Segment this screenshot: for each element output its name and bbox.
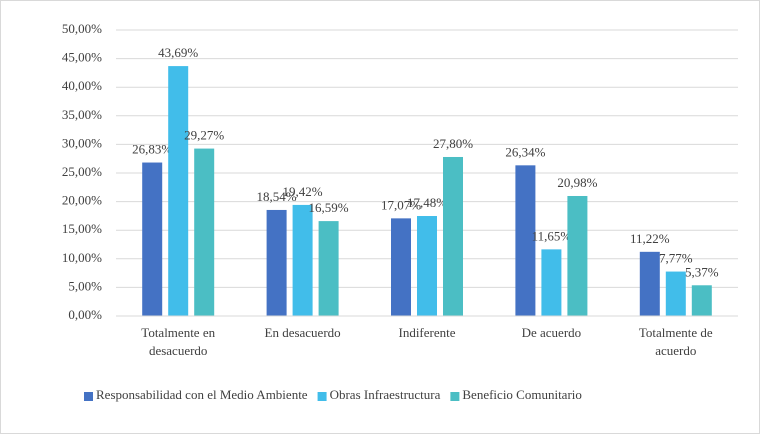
y-tick-label: 45,00% [62,50,102,65]
y-tick-label: 25,00% [62,164,102,179]
bar [318,221,339,316]
data-label: 18,54% [257,189,297,204]
y-tick-label: 35,00% [62,107,102,122]
bar [168,66,189,316]
data-label: 26,34% [505,144,545,159]
bar [515,165,536,316]
bar [639,251,660,316]
bar [567,195,588,316]
bar [443,156,463,316]
y-tick-label: 50,00% [62,21,102,36]
data-label: 19,42% [283,184,323,199]
data-label: 11,22% [630,231,670,246]
bar [194,148,215,316]
legend-swatch [317,392,327,401]
x-tick-label: Indiferente [398,325,455,340]
data-label: 17,48% [407,195,447,210]
bar [691,285,712,316]
bar [417,216,437,316]
bar [266,209,287,316]
bar [665,271,686,316]
bar [391,218,411,316]
data-label: 5,37% [685,264,719,279]
data-label: 29,27% [184,128,224,143]
data-label: 26,83% [132,142,172,157]
y-tick-label: 0,00% [68,307,102,322]
data-label: 7,77% [659,251,693,266]
bar [292,204,313,316]
data-label: 11,65% [532,228,572,243]
legend-label: Responsabilidad con el Medio Ambiente [96,387,308,402]
x-tick-label: Totalmente de acuerdo [639,325,713,358]
y-tick-label: 5,00% [68,278,102,293]
bar [142,162,163,316]
x-tick-label: De acuerdo [522,325,582,340]
y-tick-label: 30,00% [62,135,102,150]
x-tick-label: Totalmente en desacuerdo [141,325,215,358]
y-tick-label: 40,00% [62,78,102,93]
y-tick-label: 15,00% [62,221,102,236]
data-label: 17,07% [381,197,421,212]
x-tick-label: En desacuerdo [265,325,341,340]
y-tick-label: 20,00% [62,193,102,208]
legend-label: Obras Infraestructura [330,387,441,402]
data-label: 43,69% [158,45,198,60]
data-label: 27,80% [433,136,473,151]
legend-swatch [84,392,93,401]
y-tick-label: 10,00% [62,250,102,265]
data-label: 16,59% [309,200,349,215]
data-label: 20,98% [557,175,597,190]
legend-label: Beneficio Comunitario [462,387,582,402]
bar [541,249,562,316]
legend-swatch [450,392,460,401]
